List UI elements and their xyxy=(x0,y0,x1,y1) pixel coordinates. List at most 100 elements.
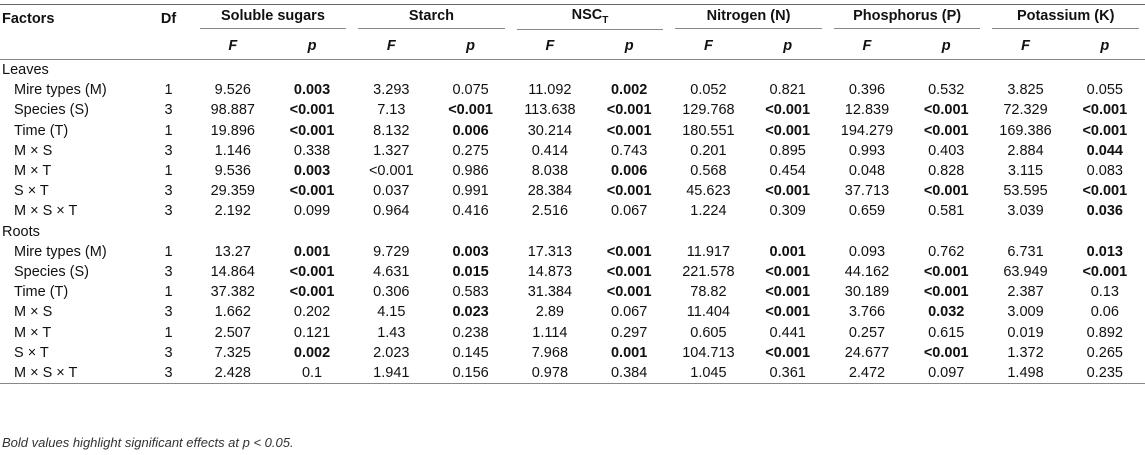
p-value: <0.001 xyxy=(923,183,969,200)
p-value: 0.202 xyxy=(293,304,331,321)
f-value: 1.045 xyxy=(669,362,748,384)
header-group: Starch xyxy=(352,5,511,33)
f-value: 8.038 xyxy=(531,163,569,180)
p-value: 0.003 xyxy=(293,82,331,99)
p-value: 0.275 xyxy=(452,142,489,159)
f-value: 2.387 xyxy=(1007,284,1044,301)
f-value: 4.15 xyxy=(377,304,406,321)
factor-name: Time (T) xyxy=(14,284,69,301)
df-value: 3 xyxy=(164,203,173,220)
p-value: <0.001 xyxy=(289,102,335,119)
factor-name: Time (T) xyxy=(14,122,69,139)
p-value: 0.1 xyxy=(271,362,353,384)
df-value: 1 xyxy=(164,243,173,260)
f-value: 11.404 xyxy=(686,304,731,321)
f-value: 194.279 xyxy=(840,122,894,139)
p-value: 0.416 xyxy=(452,203,489,220)
p-value: 0.762 xyxy=(928,243,965,260)
f-value: 19.896 xyxy=(210,122,255,139)
table-footnote: Bold values highlight significant effect… xyxy=(2,435,294,450)
factor-name: S × T xyxy=(14,344,49,361)
p-value: 0.001 xyxy=(293,243,331,260)
section-title: Leaves xyxy=(2,62,49,79)
header-factors: Factors xyxy=(2,10,55,27)
p-value: 0.003 xyxy=(452,243,489,260)
p-value: 0.13 xyxy=(1090,284,1119,301)
p-value: 0.156 xyxy=(430,362,511,384)
p-value: 0.032 xyxy=(928,304,965,321)
f-value: 9.729 xyxy=(373,243,410,260)
f-value: 2.516 xyxy=(531,203,569,220)
f-value: 2.507 xyxy=(214,324,251,341)
f-value: 0.993 xyxy=(848,142,886,159)
f-value: 0.396 xyxy=(848,82,886,99)
p-value: 0.265 xyxy=(1086,344,1123,361)
f-value: 1.941 xyxy=(352,362,431,384)
factor-name: Species (S) xyxy=(14,102,89,119)
p-value: 0.986 xyxy=(452,163,489,180)
p-value: 0.121 xyxy=(293,324,331,341)
f-value: 0.019 xyxy=(1007,324,1044,341)
f-value: 29.359 xyxy=(210,183,255,200)
header-p: p xyxy=(466,37,476,54)
f-value: 3.825 xyxy=(1007,82,1044,99)
f-value: 7.13 xyxy=(377,102,406,119)
header-f: F xyxy=(228,37,238,54)
factor-name: M × S xyxy=(14,142,53,159)
header-group-label: Soluble sugars xyxy=(199,8,347,29)
f-value: 1.372 xyxy=(1007,344,1044,361)
header-group: Soluble sugars xyxy=(194,5,353,33)
factor-name: Species (S) xyxy=(14,263,89,280)
df-value: 3 xyxy=(164,183,173,200)
factor-name: M × T xyxy=(14,163,52,180)
header-f: F xyxy=(703,37,713,54)
f-value: 169.386 xyxy=(999,122,1052,139)
f-value: 1.146 xyxy=(214,142,251,159)
p-value: 0.403 xyxy=(928,142,965,159)
p-value: <0.001 xyxy=(765,344,811,361)
p-value: <0.001 xyxy=(606,243,652,260)
f-value: 2.472 xyxy=(827,362,907,384)
p-value: 0.013 xyxy=(1086,243,1123,260)
f-value: 37.382 xyxy=(210,284,255,301)
f-value: 0.605 xyxy=(690,324,727,341)
df-value: 3 xyxy=(164,344,173,361)
header-group-label: Phosphorus (P) xyxy=(833,8,981,29)
f-value: 1.327 xyxy=(373,142,410,159)
p-value: <0.001 xyxy=(923,102,969,119)
p-value: 0.055 xyxy=(1086,82,1123,99)
f-value: 0.201 xyxy=(690,142,727,159)
header-p: p xyxy=(307,37,317,54)
p-value: <0.001 xyxy=(289,183,335,200)
f-value: 1.43 xyxy=(377,324,406,341)
f-value: 104.713 xyxy=(682,344,735,361)
factor-name: Mire types (M) xyxy=(14,82,107,99)
f-value: 0.037 xyxy=(373,183,410,200)
f-value: 6.731 xyxy=(1007,243,1044,260)
f-value: 2.192 xyxy=(214,203,251,220)
table-row: M × S × T 3 2.192 0.099 0.964 0.416 2.516 0.067… xyxy=(0,201,1145,221)
p-value: 0.023 xyxy=(452,304,489,321)
f-value: 0.052 xyxy=(690,82,727,99)
p-value: 0.044 xyxy=(1086,142,1123,159)
header-f: F xyxy=(386,37,396,54)
f-value: 7.968 xyxy=(531,344,569,361)
df-value: 3 xyxy=(164,142,173,159)
f-value: 1.662 xyxy=(214,304,251,321)
factor-name: M × S × T xyxy=(0,362,144,384)
p-value: <0.001 xyxy=(606,284,652,301)
f-value: 1.114 xyxy=(532,324,568,341)
p-value: 0.309 xyxy=(769,203,806,220)
p-value: 0.583 xyxy=(452,284,489,301)
p-value: 0.238 xyxy=(452,324,489,341)
p-value: 0.083 xyxy=(1086,163,1123,180)
f-value: 72.329 xyxy=(1003,102,1048,119)
p-value: 0.067 xyxy=(610,203,648,220)
f-value: 180.551 xyxy=(682,122,735,139)
f-value: 1.498 xyxy=(986,362,1065,384)
p-value: 0.895 xyxy=(769,142,806,159)
table-row: S × T 3 7.325 0.002 2.023 0.145 7.968 0.001 104.… xyxy=(0,343,1145,363)
factor-name: S × T xyxy=(14,183,49,200)
header-f: F xyxy=(1021,37,1030,54)
p-value: <0.001 xyxy=(289,284,335,301)
